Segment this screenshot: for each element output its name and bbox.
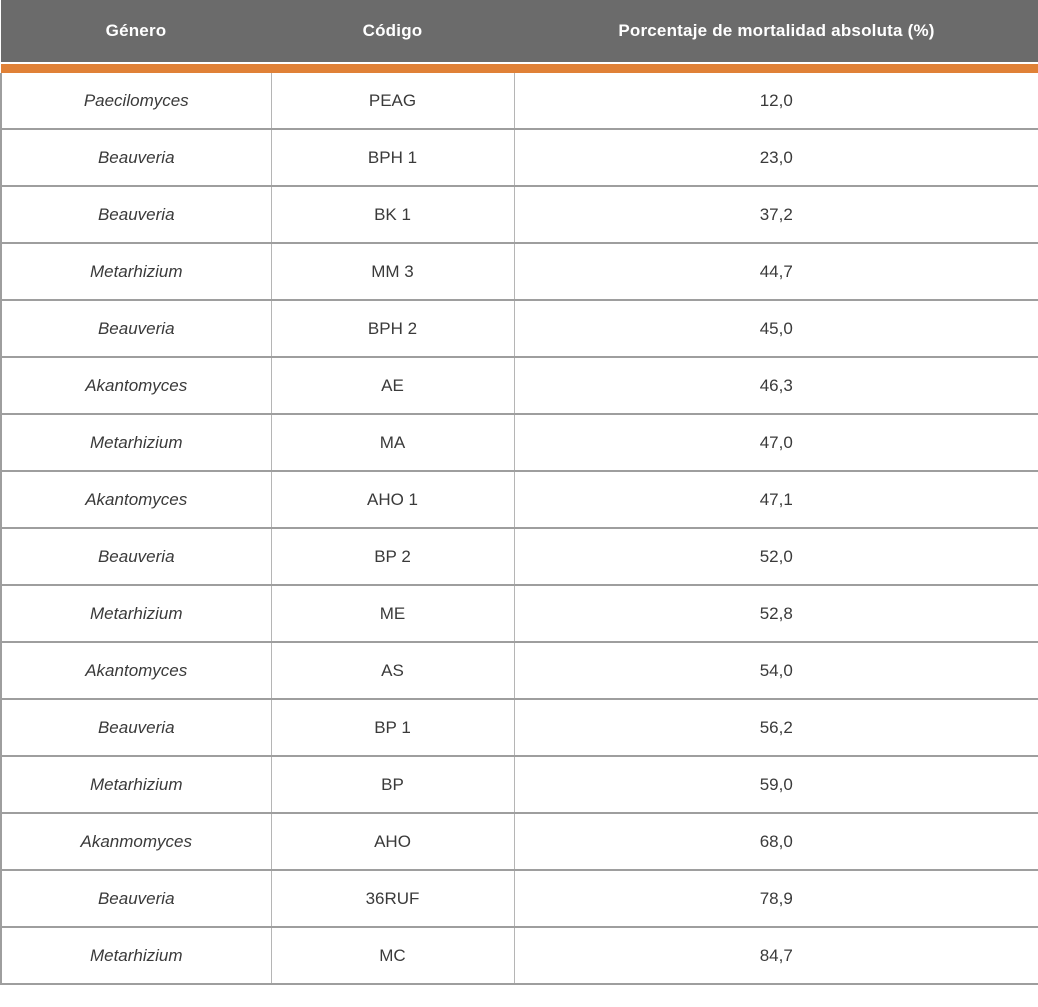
table-row: Metarhizium MC 84,7	[0, 926, 1038, 984]
table-row: Beauveria BPH 2 45,0	[0, 299, 1038, 357]
code-cell: BPH 1	[270, 128, 515, 186]
genus-cell: Akanmomyces	[0, 812, 272, 870]
code-cell: 36RUF	[270, 869, 515, 927]
genus-cell: Akantomyces	[0, 641, 272, 699]
table-row: Akantomyces AS 54,0	[0, 641, 1038, 699]
accent-bar	[1, 63, 1038, 73]
mortality-cell: 68,0	[513, 812, 1038, 870]
code-cell: MM 3	[270, 242, 515, 300]
code-cell: BP	[270, 755, 515, 813]
mortality-cell: 56,2	[513, 698, 1038, 756]
mortality-cell: 52,0	[513, 527, 1038, 585]
table-row: Akantomyces AHO 1 47,1	[0, 470, 1038, 528]
genus-cell: Metarhizium	[0, 584, 272, 642]
table-row: Beauveria BP 1 56,2	[0, 698, 1038, 756]
mortality-cell: 23,0	[513, 128, 1038, 186]
genus-cell: Metarhizium	[0, 413, 272, 471]
col-header-porcentaje-mortalidad: Porcentaje de mortalidad absoluta (%)	[514, 0, 1038, 64]
mortality-cell: 44,7	[513, 242, 1038, 300]
table-row: Beauveria BPH 1 23,0	[0, 128, 1038, 186]
table-row: Beauveria 36RUF 78,9	[0, 869, 1038, 927]
table-body: Paecilomyces PEAG 12,0 Beauveria BPH 1 23,0 Be…	[0, 73, 1038, 984]
mortality-cell: 78,9	[513, 869, 1038, 927]
genus-cell: Paecilomyces	[0, 73, 272, 129]
genus-cell: Beauveria	[0, 698, 272, 756]
code-cell: AHO	[270, 812, 515, 870]
code-cell: BPH 2	[270, 299, 515, 357]
mortality-cell: 47,0	[513, 413, 1038, 471]
mortality-cell: 59,0	[513, 755, 1038, 813]
table-row: Metarhizium BP 59,0	[0, 755, 1038, 813]
mortality-cell: 52,8	[513, 584, 1038, 642]
mortality-cell: 12,0	[513, 73, 1038, 129]
table-row: Metarhizium ME 52,8	[0, 584, 1038, 642]
table-header: Género Código Porcentaje de mortalidad a…	[1, 0, 1038, 73]
code-cell: AHO 1	[270, 470, 515, 528]
genus-cell: Metarhizium	[0, 242, 272, 300]
mortality-cell: 84,7	[513, 926, 1038, 984]
code-cell: BP 2	[270, 527, 515, 585]
code-cell: MA	[270, 413, 515, 471]
genus-cell: Beauveria	[0, 869, 272, 927]
header-row: Género Código Porcentaje de mortalidad a…	[1, 0, 1038, 64]
genus-cell: Metarhizium	[0, 755, 272, 813]
code-cell: AS	[270, 641, 515, 699]
genus-cell: Beauveria	[0, 185, 272, 243]
table-row: Akantomyces AE 46,3	[0, 356, 1038, 414]
genus-cell: Beauveria	[0, 527, 272, 585]
col-header-codigo: Código	[271, 0, 514, 64]
table-row: Beauveria BP 2 52,0	[0, 527, 1038, 585]
mortality-cell: 46,3	[513, 356, 1038, 414]
genus-cell: Beauveria	[0, 128, 272, 186]
code-cell: ME	[270, 584, 515, 642]
mortality-table: Género Código Porcentaje de mortalidad a…	[0, 0, 1038, 984]
code-cell: MC	[270, 926, 515, 984]
genus-cell: Akantomyces	[0, 356, 272, 414]
mortality-cell: 54,0	[513, 641, 1038, 699]
table-row: Paecilomyces PEAG 12,0	[0, 73, 1038, 129]
col-header-genero: Género	[1, 0, 271, 64]
table-row: Metarhizium MM 3 44,7	[0, 242, 1038, 300]
genus-cell: Akantomyces	[0, 470, 272, 528]
mortality-cell: 45,0	[513, 299, 1038, 357]
table-row: Metarhizium MA 47,0	[0, 413, 1038, 471]
genus-cell: Metarhizium	[0, 926, 272, 984]
mortality-cell: 37,2	[513, 185, 1038, 243]
table-row: Akanmomyces AHO 68,0	[0, 812, 1038, 870]
code-cell: BK 1	[270, 185, 515, 243]
code-cell: PEAG	[270, 73, 515, 129]
code-cell: BP 1	[270, 698, 515, 756]
mortality-cell: 47,1	[513, 470, 1038, 528]
code-cell: AE	[270, 356, 515, 414]
genus-cell: Beauveria	[0, 299, 272, 357]
table-row: Beauveria BK 1 37,2	[0, 185, 1038, 243]
accent-bar-row	[1, 63, 1038, 73]
